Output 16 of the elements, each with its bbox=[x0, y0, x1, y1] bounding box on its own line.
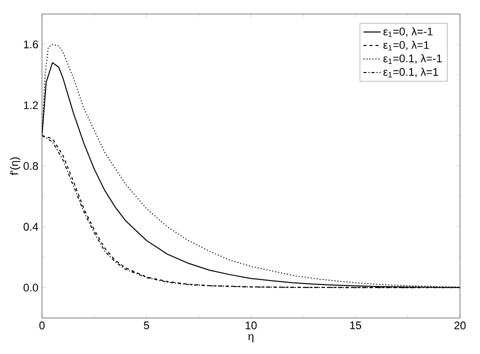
x-tick-label: 5 bbox=[144, 322, 150, 330]
y-tick-label: 1.6 bbox=[24, 40, 38, 48]
x-tick-label: 0 bbox=[39, 322, 45, 330]
y-axis-title: f'(η) bbox=[10, 157, 20, 176]
y-tick-label: 1.2 bbox=[24, 101, 38, 110]
y-tick-label: 0.8 bbox=[24, 162, 38, 170]
x-tick-label: 20 bbox=[454, 322, 466, 330]
legend-label: ε$_{1}$=0.1, λ=1 bbox=[383, 68, 438, 78]
legend-label: ε$_{1}$=0, λ=-1 bbox=[383, 27, 433, 37]
y-tick-label: 0.0 bbox=[24, 284, 38, 292]
y-tick-label: 0.4 bbox=[24, 222, 38, 231]
legend-label: ε$_{1}$=0, λ=1 bbox=[383, 40, 429, 50]
legend-label: ε$_{1}$=0.1, λ=-1 bbox=[383, 54, 442, 64]
x-tick-label: 10 bbox=[246, 322, 257, 330]
x-axis-title: η bbox=[248, 334, 254, 342]
x-tick-label: 15 bbox=[350, 322, 362, 330]
